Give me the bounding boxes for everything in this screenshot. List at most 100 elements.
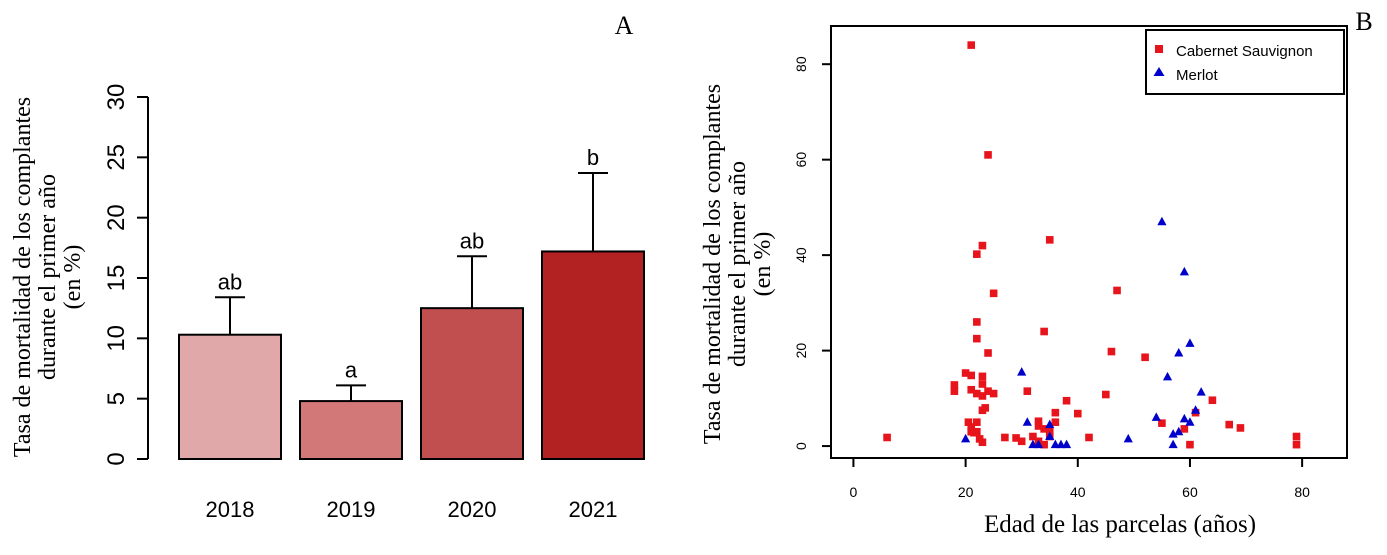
cabernet-point — [950, 387, 959, 395]
merlot-point — [961, 433, 971, 443]
cabernet-point — [1208, 396, 1217, 405]
merlot-point — [1196, 387, 1206, 396]
cabernet-point — [964, 418, 973, 426]
cabernet-point — [967, 371, 976, 380]
merlot-point — [1185, 417, 1195, 426]
panel-a-ylabel-line-1: Tasa de mortalidad de los complantes — [10, 97, 36, 457]
cabernet-point — [1040, 327, 1048, 336]
panel-a-error-bars — [215, 172, 608, 402]
cabernet-point — [1292, 440, 1301, 449]
merlot-point — [1174, 347, 1184, 357]
panel-a-bar-2020 — [420, 307, 524, 460]
panel-b-x-tick-label: 0 — [850, 484, 858, 500]
cabernet-point — [978, 380, 987, 388]
cabernet-point — [1045, 236, 1054, 244]
merlot-point — [1190, 405, 1201, 414]
cabernet-point — [1001, 433, 1009, 442]
merlot-point — [1157, 216, 1167, 226]
merlot-point — [1168, 439, 1178, 449]
panel-a-category-label-2018: 2018 — [206, 497, 255, 522]
panel-b-y-tick-label: 0 — [793, 442, 809, 450]
panel-a-significance-2019: a — [345, 357, 358, 382]
panel-b-x-tick-label: 80 — [1294, 484, 1310, 500]
cabernet-point — [984, 349, 992, 357]
cabernet-point — [967, 385, 976, 394]
panel-b-x-tick-label: 40 — [1070, 484, 1086, 500]
panel-a-category-labels: 2018 2019 2020 2021 — [206, 497, 618, 522]
panel-b-x-axis-label: Edad de las parcelas (años) — [984, 511, 1256, 538]
cabernet-point — [973, 427, 981, 436]
cabernet-point — [1034, 422, 1043, 430]
legend-merlot-marker — [1153, 67, 1165, 76]
cabernet-point — [1023, 387, 1032, 395]
panel-b-ylabel-line-3: (en %) — [750, 232, 776, 297]
merlot-point — [1174, 426, 1184, 436]
merlot-point — [1179, 413, 1189, 423]
merlot-point — [1017, 367, 1027, 376]
panel-a-significance-labels: ab a ab b — [218, 145, 599, 382]
cabernet-point — [967, 423, 976, 431]
cabernet-point — [1085, 433, 1093, 442]
cabernet-point — [1012, 434, 1020, 442]
cabernet-point — [973, 389, 981, 398]
cabernet-point — [1113, 286, 1121, 295]
cabernet-point — [1040, 440, 1048, 449]
merlot-point — [1061, 439, 1072, 449]
merlot-point — [1185, 338, 1195, 347]
cabernet-point — [1180, 425, 1189, 433]
cabernet-point — [1158, 419, 1166, 427]
cabernet-point — [1062, 396, 1071, 405]
panel-a-y-tick-label: 10 — [103, 325, 130, 352]
cabernet-point — [973, 250, 981, 258]
panel-a-y-tick-label: 30 — [103, 84, 130, 111]
cabernet-point — [961, 369, 970, 377]
panel-a-category-label-2019: 2019 — [327, 497, 376, 522]
cabernet-point — [1051, 418, 1060, 426]
panel-a-y-tick-label: 15 — [103, 265, 130, 292]
panel-a-bar-2019 — [299, 400, 403, 460]
merlot-point — [1162, 371, 1173, 381]
panel-a-y-tick-label: 5 — [103, 392, 130, 405]
cabernet-point — [989, 389, 998, 398]
panel-a-ylabel-line-2: durante el primer año — [35, 174, 61, 380]
panel-b-y-tick-label: 80 — [793, 56, 809, 72]
panel-a-y-axis-label: Tasa de mortalidad de los complantes dur… — [10, 97, 86, 457]
merlot-point — [1045, 419, 1055, 429]
panel-b-y-tick-label: 60 — [793, 152, 809, 168]
panel-b-ylabel-line-1: Tasa de mortalidad de los complantes — [700, 84, 726, 444]
panel-b-plot-frame — [830, 25, 1348, 459]
cabernet-point — [978, 241, 987, 250]
panel-b-y-axis-label: Tasa de mortalidad de los complantes dur… — [700, 84, 776, 444]
cabernet-point — [1186, 440, 1194, 449]
panel-b-label: B — [1355, 7, 1372, 36]
cabernet-point — [1040, 425, 1048, 433]
merlot-point — [1179, 266, 1189, 276]
merlot-point — [1033, 439, 1044, 449]
cabernet-point — [950, 381, 959, 389]
cabernet-point — [1017, 437, 1026, 446]
legend-cabernet-label: Cabernet Sauvignon — [1176, 43, 1313, 60]
cabernet-point — [989, 289, 998, 298]
panel-a-label: A — [615, 11, 634, 40]
cabernet-point — [1225, 420, 1234, 429]
panel-b-scatter-chart: B Tasa de mortalidad de los complantes d… — [700, 7, 1373, 538]
cabernet-point — [1051, 408, 1060, 417]
cabernet-point — [1292, 432, 1301, 441]
panel-b-y-tick-label: 20 — [793, 343, 809, 359]
legend-cabernet-marker — [1155, 45, 1163, 53]
cabernet-point — [978, 372, 987, 381]
panel-a-bar-chart: A Tasa de mortalidad de los complantes d… — [10, 11, 645, 522]
panel-a-y-tick-label: 25 — [103, 144, 130, 171]
panel-b-legend: Cabernet Sauvignon Merlot — [1145, 29, 1345, 95]
cabernet-point — [984, 387, 992, 395]
cabernet-point — [981, 404, 990, 412]
merlot-point — [1168, 429, 1178, 438]
panel-a-y-tick-label: 0 — [103, 452, 130, 465]
panel-b-points — [883, 41, 1301, 449]
panel-b-x-tick-label: 20 — [958, 484, 974, 500]
legend-merlot-label: Merlot — [1176, 67, 1219, 84]
cabernet-point — [978, 438, 987, 447]
panel-a-bar-2018 — [178, 333, 282, 461]
merlot-point — [1151, 412, 1161, 421]
